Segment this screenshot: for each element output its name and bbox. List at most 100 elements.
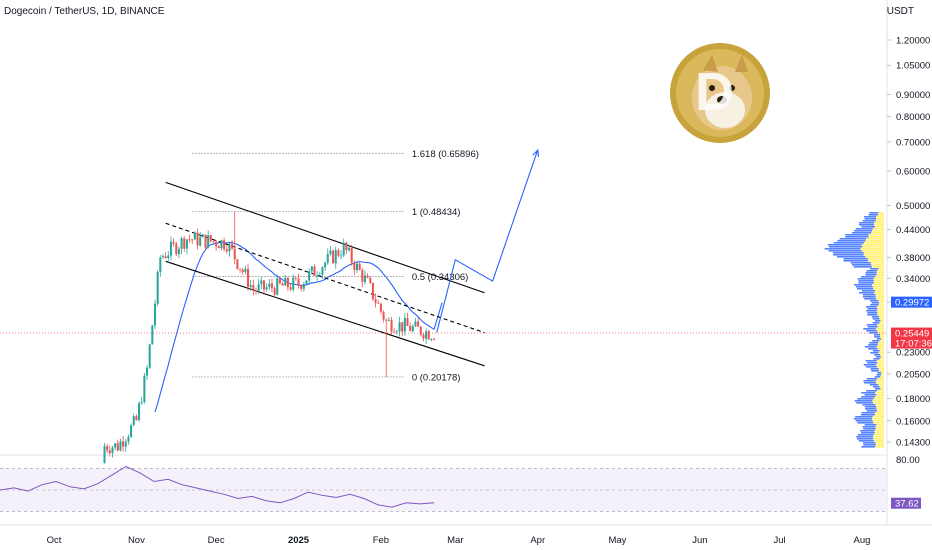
candle bbox=[425, 328, 428, 344]
volume-profile-bar bbox=[873, 440, 884, 442]
volume-profile-bar bbox=[866, 390, 877, 392]
volume-profile-bar bbox=[833, 242, 864, 244]
candle bbox=[340, 250, 343, 260]
price-axis[interactable]: 1.20000 1.05000 0.90000 0.80000 0.70000 0.600… bbox=[887, 36, 930, 449]
volume-profile-bar bbox=[868, 344, 878, 346]
volume-profile-bar bbox=[876, 338, 882, 340]
volume-profile-bar bbox=[861, 226, 875, 228]
time-tick-label: Jul bbox=[774, 535, 786, 546]
volume-profile-bar bbox=[870, 268, 879, 270]
candle bbox=[409, 322, 412, 332]
volume-profile-bar bbox=[877, 308, 884, 310]
candle bbox=[345, 241, 348, 255]
candle bbox=[366, 273, 369, 279]
candle bbox=[111, 445, 114, 458]
candle bbox=[135, 414, 138, 421]
projection-line bbox=[436, 149, 539, 333]
candle bbox=[114, 442, 117, 451]
volume-profile-bar bbox=[881, 374, 884, 376]
volume-profile-bar bbox=[862, 246, 884, 248]
volume-profile-bar bbox=[880, 388, 884, 390]
candle bbox=[419, 325, 422, 337]
volume-profile-bar bbox=[860, 414, 875, 416]
volume-profile-bar bbox=[867, 314, 878, 316]
volume-profile-bar bbox=[863, 242, 884, 244]
volume-profile-bar bbox=[879, 358, 884, 360]
volume-profile-bar bbox=[870, 368, 879, 370]
volume-profile-bar bbox=[864, 218, 877, 220]
volume-profile-bar bbox=[828, 250, 862, 252]
volume-profile-bar bbox=[860, 432, 875, 434]
moving-average-line bbox=[154, 241, 443, 413]
volume-profile-bar bbox=[880, 376, 884, 378]
price-tick-label: 1.05000 bbox=[896, 61, 930, 72]
volume-profile-bar bbox=[866, 378, 878, 380]
volume-profile-bar bbox=[879, 316, 884, 318]
candle bbox=[146, 365, 149, 380]
candle bbox=[265, 283, 268, 292]
volume-profile-bar bbox=[875, 290, 884, 292]
volume-profile-bar bbox=[864, 382, 877, 384]
volume-profile-bar bbox=[870, 300, 879, 302]
time-tick-label: Oct bbox=[47, 535, 62, 546]
volume-profile-bar bbox=[862, 290, 876, 292]
volume-profile-bar bbox=[878, 342, 884, 344]
descending-channel[interactable] bbox=[165, 181, 485, 367]
volume-profile-bar bbox=[857, 278, 874, 280]
price-tick-label: 0.44000 bbox=[896, 225, 930, 236]
volume-profile-bar bbox=[855, 420, 873, 422]
volume-profile-bar bbox=[857, 288, 874, 290]
volume-profile-bar bbox=[863, 328, 876, 330]
volume-profile-bar bbox=[861, 244, 884, 246]
candle bbox=[305, 280, 308, 285]
candle bbox=[270, 278, 273, 293]
candle bbox=[156, 270, 159, 307]
volume-profile-bar bbox=[876, 360, 884, 362]
volume-profile-bar bbox=[878, 332, 884, 334]
price-label-badge bbox=[891, 337, 932, 349]
rsi-scale-label: 80.00 bbox=[896, 455, 920, 466]
volume-profile-bar bbox=[859, 222, 875, 224]
volume-profile-bar bbox=[856, 436, 873, 438]
price-tick-label: 1.20000 bbox=[896, 36, 930, 47]
volume-profile-bar bbox=[861, 412, 876, 414]
volume-profile-bar bbox=[866, 306, 877, 308]
volume-profile-bar bbox=[864, 298, 877, 300]
candle bbox=[124, 439, 127, 452]
candle bbox=[273, 286, 276, 298]
volume-profile-bar bbox=[877, 378, 884, 380]
fib-level-label: 0 (0.20178) bbox=[412, 372, 461, 383]
price-tick-label: 0.50000 bbox=[896, 201, 930, 212]
time-tick-label: May bbox=[608, 535, 626, 546]
candle bbox=[387, 317, 390, 322]
volume-profile-bar bbox=[863, 444, 876, 446]
volume-profile-bar bbox=[858, 282, 874, 284]
volume-profile-bar bbox=[866, 310, 877, 312]
volume-profile-bar bbox=[855, 416, 873, 418]
candle bbox=[260, 276, 263, 289]
candle bbox=[371, 282, 374, 302]
volume-profile-bar bbox=[843, 258, 868, 260]
channel-upper-line bbox=[165, 181, 485, 294]
volume-profile-bar bbox=[861, 446, 875, 448]
projection-path[interactable] bbox=[436, 148, 540, 333]
volume-profile-bar bbox=[852, 264, 872, 266]
candle bbox=[361, 267, 364, 288]
price-tick-label: 0.14300 bbox=[896, 438, 930, 449]
volume-profile-bar bbox=[876, 406, 884, 408]
volume-profile-bar bbox=[863, 252, 884, 254]
volume-profile-bar bbox=[861, 276, 875, 278]
volume-profile-bar bbox=[874, 336, 881, 338]
candle bbox=[188, 234, 191, 243]
candle bbox=[326, 248, 329, 265]
volume-profile-bar bbox=[878, 368, 884, 370]
volume-profile-bar bbox=[879, 350, 884, 352]
time-axis[interactable]: Oct Nov Dec 2025 Feb Mar Apr May Jun Jul Aug bbox=[47, 535, 871, 546]
volume-profile-bar bbox=[872, 284, 884, 286]
volume-profile-bar bbox=[861, 250, 884, 252]
volume-profile-bar bbox=[868, 214, 878, 216]
volume-profile-bar bbox=[875, 442, 884, 444]
volume-profile-bar bbox=[873, 280, 884, 282]
